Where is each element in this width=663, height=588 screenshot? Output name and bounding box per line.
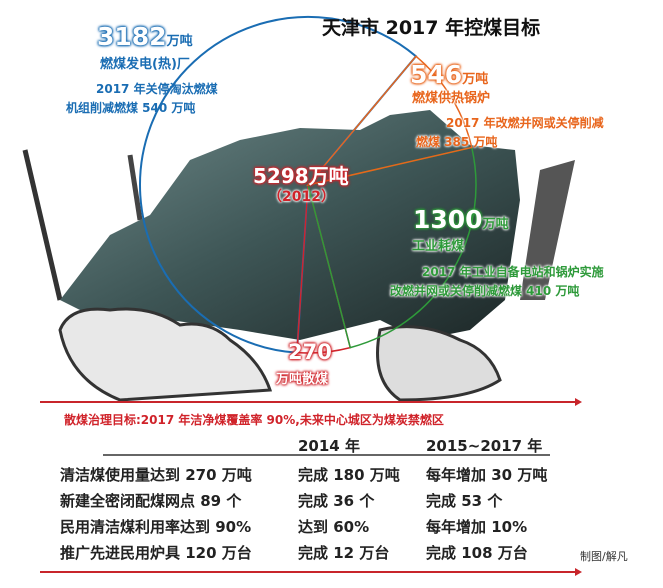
red-value-label: 270 bbox=[288, 340, 332, 364]
red-slice-unit: 万吨散煤 bbox=[276, 372, 329, 387]
table-cell: 完成 53 个 bbox=[426, 492, 503, 510]
hand-right bbox=[376, 325, 502, 402]
table-cell: 推广先进民用炉具 120 万台 bbox=[60, 544, 252, 562]
credit: 制图/解凡 bbox=[580, 550, 628, 563]
blue-note-1: 2017 年关停淘汰燃煤 bbox=[96, 82, 218, 96]
table-cell: 完成 180 万吨 bbox=[298, 466, 400, 484]
pie-slice-2 bbox=[307, 146, 477, 349]
total-year: （2012） bbox=[268, 189, 335, 205]
green-slice-name: 工业耗煤 bbox=[412, 239, 465, 254]
green-note-1: 2017 年工业自备电站和锅炉实施 bbox=[422, 265, 604, 279]
orange-note-2: 燃煤 385 万吨 bbox=[416, 135, 498, 149]
total-label: 5298万吨 bbox=[253, 164, 349, 188]
table-header-2015-2017: 2015~2017 年 bbox=[426, 437, 543, 455]
orange-value-label: 546万吨 bbox=[410, 60, 489, 89]
blue-slice-name: 燃煤发电(热)厂 bbox=[100, 57, 190, 72]
blue-value-label: 3182万吨 bbox=[97, 22, 193, 51]
green-note-2: 改燃并网或关停削减燃煤 410 万吨 bbox=[390, 284, 580, 298]
blue-note-2: 机组削减燃煤 540 万吨 bbox=[66, 101, 196, 115]
table-cell: 完成 108 万台 bbox=[426, 544, 528, 562]
coal-lump bbox=[60, 110, 520, 340]
table-cell: 新建全密闭配煤网点 89 个 bbox=[60, 492, 242, 510]
orange-slice-name: 燃煤供热锅炉 bbox=[412, 91, 491, 106]
page-title: 天津市 2017 年控煤目标 bbox=[322, 17, 541, 39]
pie-chart bbox=[139, 16, 477, 354]
pie-slice-0 bbox=[139, 16, 418, 354]
table-cell: 清洁煤使用量达到 270 万吨 bbox=[60, 466, 252, 484]
green-value-label: 1300万吨 bbox=[413, 205, 509, 234]
orange-note-1: 2017 年改燃并网或关停削减 bbox=[446, 116, 604, 130]
top-arrow-head bbox=[575, 398, 582, 406]
table-cell: 每年增加 10% bbox=[426, 518, 528, 536]
shovel-blade bbox=[520, 160, 575, 300]
shovel-handle-right bbox=[127, 154, 143, 221]
shovel-handle-left bbox=[22, 149, 63, 301]
table-header-2014: 2014 年 bbox=[298, 437, 360, 455]
table-cell: 每年增加 30 万吨 bbox=[426, 466, 548, 484]
loose-coal-goal: 散煤治理目标:2017 年洁净煤覆盖率 90%,未来中心城区为煤炭禁燃区 bbox=[64, 413, 444, 427]
table-cell: 民用清洁煤利用率达到 90% bbox=[60, 518, 252, 536]
table-cell: 完成 12 万台 bbox=[298, 544, 390, 562]
table-cell: 完成 36 个 bbox=[298, 492, 375, 510]
bottom-arrow-head bbox=[575, 568, 582, 576]
pie-slice-3 bbox=[305, 55, 473, 187]
hand-left bbox=[58, 307, 273, 402]
table-cell: 达到 60% bbox=[298, 518, 370, 536]
